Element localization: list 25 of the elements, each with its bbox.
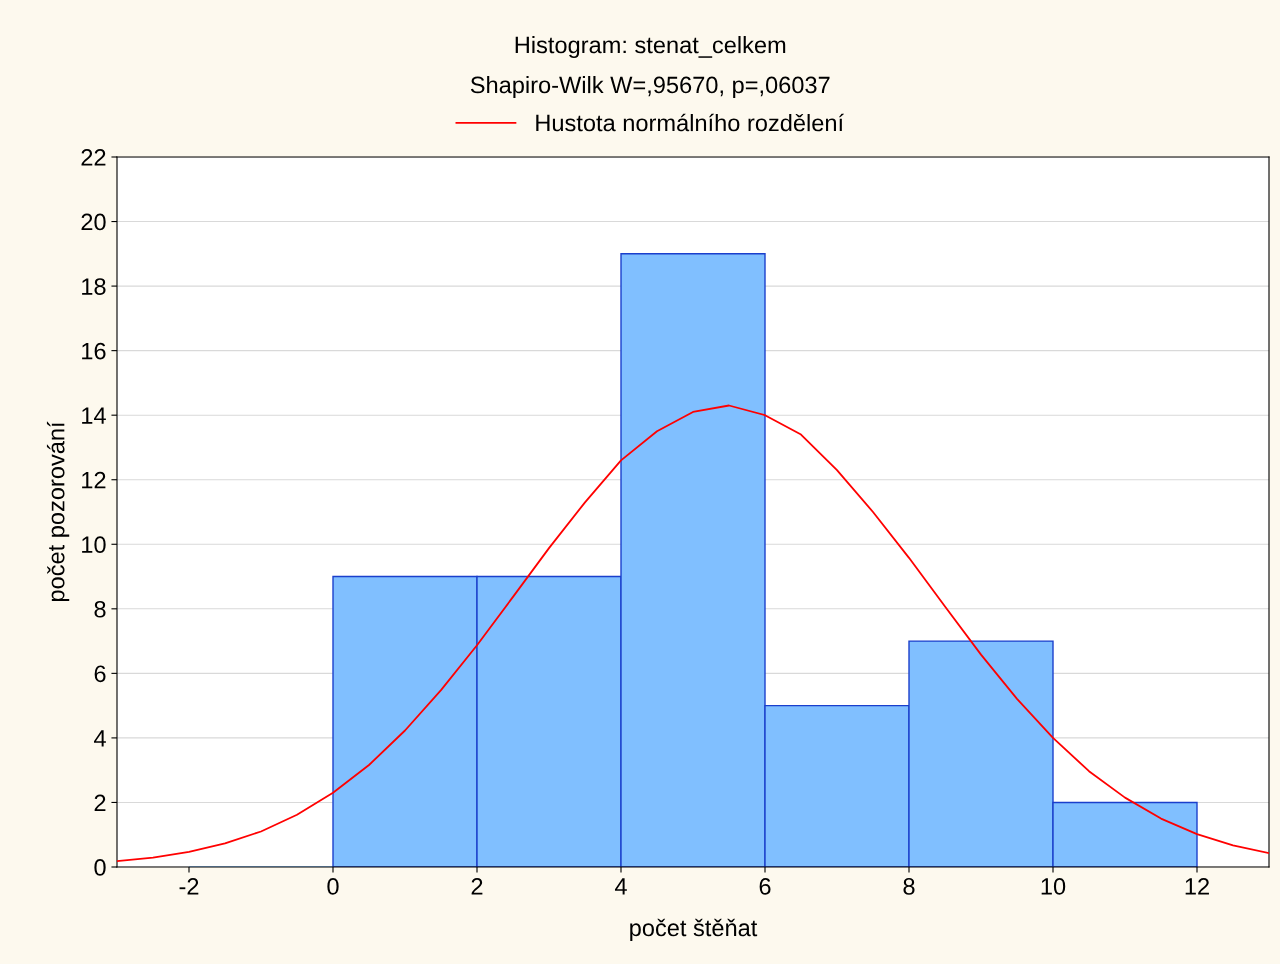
y-tick-label: 16 — [82, 342, 106, 360]
y-axis-title: počet pozorování — [46, 421, 70, 602]
x-tick-label: 12 — [1185, 878, 1209, 895]
y-tick-label: 0 — [94, 859, 106, 876]
y-tick-label: 6 — [94, 665, 106, 683]
x-tick-label: 0 — [327, 878, 339, 895]
x-tick-label: 8 — [903, 878, 915, 895]
y-tick-label: 8 — [94, 600, 106, 618]
y-tick-label: 18 — [82, 278, 106, 295]
y-tick-label: 12 — [82, 471, 106, 489]
y-tick-label: 22 — [81, 149, 106, 166]
x-tick-label: 6 — [759, 878, 771, 895]
x-tick-label: 4 — [614, 878, 627, 895]
x-axis-title: počet štěňat — [630, 918, 758, 941]
y-tick-label: 10 — [82, 536, 106, 554]
chart-subtitle: Shapiro-Wilk W=,95670, p=,06037 — [470, 76, 830, 98]
x-tick-label: 10 — [1041, 878, 1066, 895]
chart-title: Histogram: stenat_celkem — [515, 36, 786, 58]
x-tick-label: 2 — [471, 878, 483, 895]
y-tick-label: 20 — [81, 213, 106, 231]
x-tick-label: -2 — [179, 878, 199, 895]
y-tick-label: 2 — [94, 794, 106, 812]
legend-label: Hustota normálního rozdělení — [536, 113, 844, 132]
y-tick-label: 14 — [82, 407, 106, 424]
y-tick-label: 4 — [94, 730, 106, 747]
